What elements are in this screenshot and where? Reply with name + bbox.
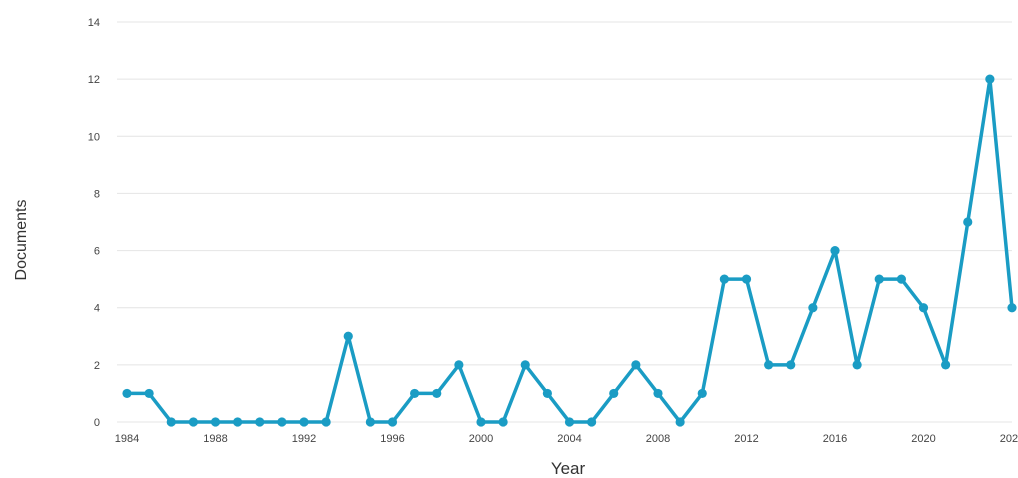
y-axis-title: Documents (13, 200, 30, 281)
y-axis-ticks: 0 2 4 6 8 10 12 14 (88, 17, 100, 429)
data-point-2009 (675, 417, 685, 427)
x-tick-label-1988: 1988 (203, 433, 227, 445)
data-point-1998 (432, 388, 442, 399)
data-point-2017 (852, 360, 862, 370)
data-point-2023 (985, 74, 995, 84)
x-tick-label-2000: 2000 (469, 433, 493, 445)
data-point-1997 (410, 388, 420, 399)
y-tick-label-8: 8 (94, 188, 100, 200)
x-axis-title: Year (551, 459, 586, 478)
x-tick-label-2008: 2008 (646, 433, 670, 445)
data-point-2001 (498, 417, 508, 427)
data-point-2005 (587, 417, 597, 427)
x-tick-label-2012: 2012 (734, 433, 758, 445)
y-tick-label-0: 0 (94, 417, 100, 429)
y-tick-label-2: 2 (94, 360, 100, 372)
data-point-2003 (542, 388, 552, 399)
data-point-2011 (719, 274, 729, 284)
x-tick-label-2004: 2004 (557, 433, 581, 445)
x-tick-label-2016: 2016 (823, 433, 847, 445)
data-point-2015 (808, 303, 818, 313)
x-axis-ticks: 1984 1988 1992 1996 2000 2004 2008 2012 2016 2020… (115, 433, 1018, 445)
data-point-1992 (299, 417, 309, 427)
data-point-2020 (918, 303, 929, 313)
x-tick-label-2024: 2024 (1000, 433, 1018, 445)
data-point-2006 (609, 388, 619, 399)
data-point-2018 (874, 274, 884, 284)
data-point-1994 (343, 331, 353, 341)
y-tick-label-4: 4 (94, 303, 100, 315)
data-point-1995 (365, 417, 375, 427)
series-documents (122, 74, 1017, 427)
data-point-1986 (166, 417, 176, 427)
data-point-2019 (896, 274, 906, 284)
y-tick-label-12: 12 (88, 74, 100, 86)
gridlines (117, 21, 1012, 423)
data-point-2021 (941, 360, 951, 370)
data-point-1988 (210, 417, 221, 427)
data-point-1991 (277, 417, 287, 427)
x-tick-label-2020: 2020 (911, 433, 935, 445)
data-point-2008 (653, 388, 663, 399)
data-point-2002 (520, 360, 530, 370)
data-point-2010 (697, 388, 707, 399)
data-point-2016 (830, 245, 840, 256)
data-point-1985 (144, 388, 154, 399)
data-point-1999 (454, 360, 464, 370)
data-point-1989 (233, 417, 243, 427)
data-point-2024 (1007, 303, 1017, 313)
data-point-1990 (255, 417, 265, 427)
data-point-1993 (321, 417, 331, 427)
x-tick-label-1996: 1996 (380, 433, 404, 445)
data-point-2014 (786, 360, 796, 370)
data-point-1987 (188, 417, 198, 427)
data-point-2000 (476, 417, 486, 427)
data-point-1996 (387, 417, 398, 427)
x-tick-label-1984: 1984 (115, 433, 139, 445)
y-tick-label-14: 14 (88, 17, 100, 29)
data-point-2022 (963, 217, 973, 227)
data-point-2007 (631, 360, 641, 370)
data-point-2012 (741, 274, 752, 284)
x-tick-label-1992: 1992 (292, 433, 316, 445)
data-point-1984 (122, 388, 132, 399)
y-tick-label-6: 6 (94, 246, 100, 258)
y-tick-label-10: 10 (88, 131, 100, 143)
data-point-2004 (564, 417, 575, 427)
data-point-2013 (764, 360, 774, 370)
